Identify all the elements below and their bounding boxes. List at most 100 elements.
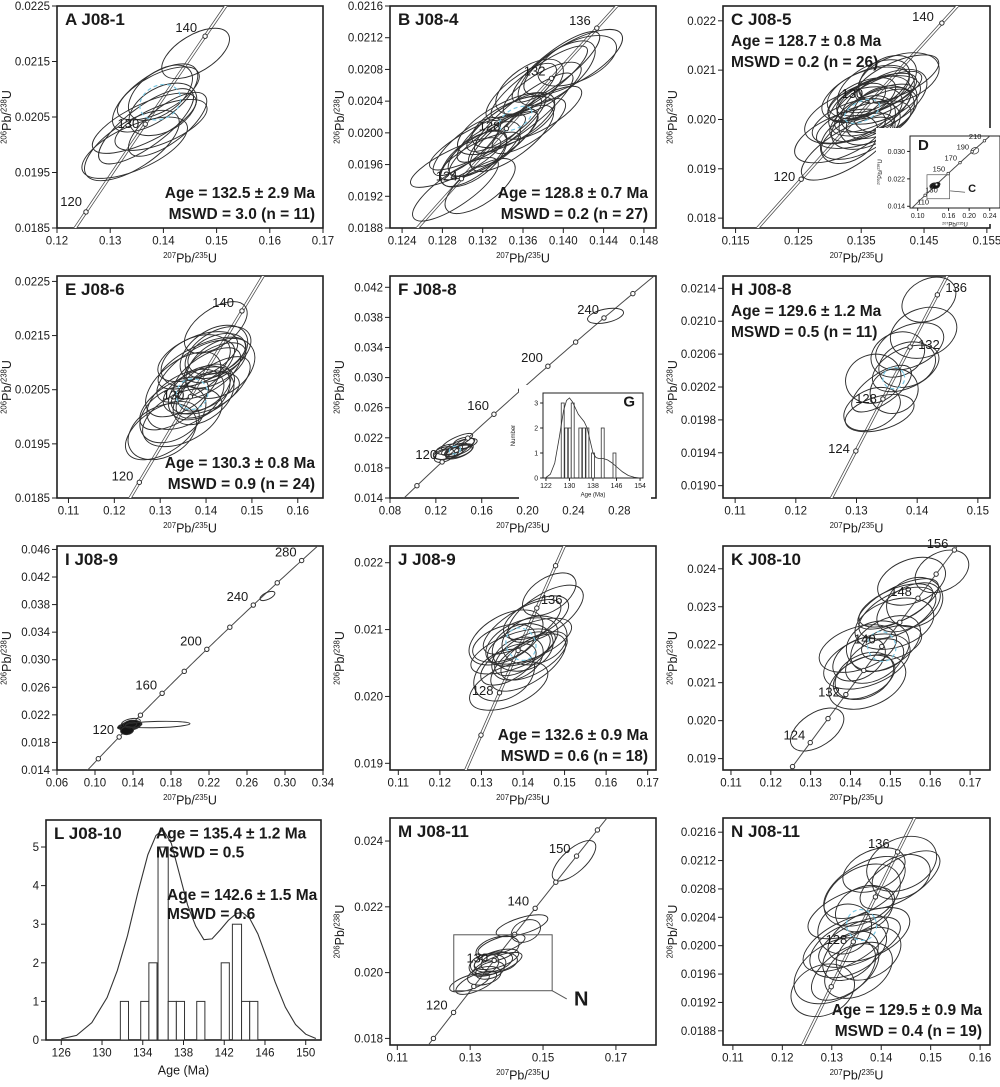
svg-text:0.026: 0.026	[21, 682, 50, 694]
svg-text:0.115: 0.115	[722, 236, 750, 248]
error-ellipses	[790, 549, 970, 752]
axes: 122 130 138 146 154 0 1 2 3 Age (Ma) Number	[511, 400, 646, 498]
svg-text:0.014: 0.014	[888, 204, 906, 211]
svg-text:207Pb/235U: 207Pb/235U	[830, 251, 884, 266]
svg-text:207Pb/235U: 207Pb/235U	[496, 1068, 550, 1083]
concordia-curve	[800, 818, 917, 1045]
error-ellipses	[81, 27, 230, 182]
svg-text:207Pb/235U: 207Pb/235U	[942, 221, 968, 228]
svg-text:128: 128	[826, 932, 848, 947]
mean-age-ellipse	[498, 105, 533, 132]
age-annotation: MSWD = 0.9 (n = 24)	[168, 476, 315, 493]
panel-C-svg: 0.115 0.125 0.135 0.145 0.155 0.018 0.019 0.020…	[665, 5, 1000, 266]
concordia-age-labels: 120 130 140	[112, 295, 234, 483]
svg-text:0.14: 0.14	[870, 1053, 893, 1065]
axes: 0.06 0.10 0.14 0.18 0.22 0.26 0.30 0.34 0.014 0.0…	[0, 544, 335, 807]
histogram-bars	[119, 846, 259, 1040]
svg-text:150: 150	[296, 1048, 315, 1060]
svg-text:0.128: 0.128	[428, 236, 457, 248]
axes: 126 130 134 138 142 146 150 0 1 2 3 4 5 Age (Ma) Numbe…	[0, 842, 315, 1078]
svg-text:0.11: 0.11	[387, 1053, 409, 1065]
mean-age-ellipse	[139, 83, 182, 121]
panel-title: B J08-4	[398, 10, 459, 29]
svg-text:206Pb/238U: 206Pb/238U	[332, 90, 347, 144]
svg-text:0.022: 0.022	[354, 433, 383, 445]
age-annotation: MSWD = 0.2 (n = 27)	[501, 206, 648, 223]
svg-text:0.022: 0.022	[687, 640, 716, 652]
svg-text:0.0225: 0.0225	[15, 1, 50, 13]
panel-title: F J08-8	[398, 280, 457, 299]
panel-B-svg: 0.124 0.128 0.132 0.136 0.140 0.144 0.148 0.018…	[332, 1, 659, 266]
svg-text:128: 128	[472, 683, 494, 698]
svg-text:140: 140	[912, 9, 934, 24]
svg-text:206Pb/238U: 206Pb/238U	[0, 90, 14, 144]
svg-text:206Pb/238U: 206Pb/238U	[332, 631, 347, 685]
panel-K-svg: 0.11 0.12 0.13 0.14 0.15 0.16 0.17 0.019 0.020 0.…	[665, 536, 991, 808]
panel-M-svg: 0.11 0.13 0.15 0.17 0.018 0.020 0.022 0.024 207P…	[332, 817, 657, 1083]
svg-text:0.148: 0.148	[630, 236, 659, 248]
svg-text:4: 4	[33, 881, 40, 893]
age-annotation: MSWD = 0.5 (n = 11)	[731, 324, 877, 341]
svg-text:Age (Ma): Age (Ma)	[581, 493, 606, 499]
age-annotation: Age = 129.5 ± 0.9 Ma	[832, 1002, 983, 1019]
svg-text:207Pb/235U: 207Pb/235U	[830, 1068, 884, 1083]
svg-text:124: 124	[784, 728, 806, 743]
svg-text:0.0195: 0.0195	[15, 168, 50, 180]
svg-text:0.026: 0.026	[354, 403, 383, 415]
panel-title: J J08-9	[398, 550, 456, 569]
age-annotation: MSWD = 0.6 (n = 18)	[501, 748, 648, 765]
svg-text:207Pb/235U: 207Pb/235U	[496, 251, 550, 266]
age-annotation: MSWD = 0.2 (n = 26)	[731, 54, 878, 71]
svg-text:0.10: 0.10	[84, 778, 106, 790]
concordia-age-markers	[798, 20, 945, 182]
axes: 0.115 0.125 0.135 0.145 0.155 0.018 0.019 0.020…	[665, 16, 1000, 266]
svg-text:0.11: 0.11	[722, 1053, 744, 1065]
concordia-curve	[128, 276, 265, 498]
axes: 0.11 0.12 0.13 0.14 0.15 0.16 0.0185 0.0195 0.02…	[0, 276, 309, 535]
svg-text:1: 1	[534, 450, 538, 457]
plot-frame	[56, 275, 324, 499]
concordia-age-markers	[430, 827, 601, 1042]
svg-text:0.0188: 0.0188	[348, 223, 383, 235]
concordia-curve	[464, 546, 567, 770]
svg-text:0.014: 0.014	[21, 765, 50, 777]
svg-text:0.17: 0.17	[605, 1053, 627, 1065]
svg-text:240: 240	[227, 589, 249, 604]
svg-text:0.0205: 0.0205	[15, 385, 50, 397]
concordia-curve	[427, 818, 608, 1045]
zoom-region-box	[926, 174, 950, 200]
svg-text:Number: Number	[511, 425, 517, 446]
svg-text:0.021: 0.021	[687, 65, 716, 77]
svg-text:0.13: 0.13	[149, 506, 171, 518]
svg-text:124: 124	[436, 169, 458, 184]
svg-text:148: 148	[890, 584, 912, 599]
svg-text:280: 280	[275, 545, 297, 560]
panel-N-concordia: 0.11 0.12 0.13 0.14 0.15 0.16 0.0188 0.0192 0.01…	[665, 812, 1000, 1087]
svg-text:0.024: 0.024	[354, 836, 383, 848]
panel-title: H J08-8	[731, 280, 791, 299]
svg-text:0.0205: 0.0205	[15, 112, 50, 124]
svg-text:136: 136	[945, 280, 967, 295]
panel-title: G	[623, 393, 635, 410]
svg-text:0.0225: 0.0225	[15, 276, 50, 288]
svg-text:0.0198: 0.0198	[681, 415, 716, 427]
svg-text:206Pb/238U: 206Pb/238U	[332, 905, 347, 959]
svg-text:136: 136	[541, 592, 563, 607]
svg-text:0.13: 0.13	[99, 236, 121, 248]
svg-text:140: 140	[175, 20, 197, 35]
svg-text:0.18: 0.18	[160, 778, 182, 790]
svg-text:0.15: 0.15	[553, 778, 575, 790]
svg-text:0.12: 0.12	[425, 506, 447, 518]
age-annotation: MSWD = 3.0 (n = 11)	[169, 206, 315, 223]
error-ellipses	[843, 276, 958, 433]
panel-K-concordia: 0.11 0.12 0.13 0.14 0.15 0.16 0.17 0.019 0.020 0.…	[665, 536, 1000, 812]
panel-M-concordia: 0.11 0.13 0.15 0.17 0.018 0.020 0.022 0.024 207P…	[332, 812, 666, 1087]
svg-text:0.15: 0.15	[205, 236, 227, 248]
concordia-age-markers	[923, 139, 987, 197]
svg-text:0.34: 0.34	[312, 778, 335, 790]
svg-text:0.0216: 0.0216	[348, 1, 383, 13]
svg-text:0.22: 0.22	[198, 778, 220, 790]
panel-H-svg: 0.11 0.12 0.13 0.14 0.15 0.0190 0.0194 0.0198 0.…	[665, 275, 991, 536]
svg-text:120: 120	[774, 169, 796, 184]
panel-B-concordia: 0.124 0.128 0.132 0.136 0.140 0.144 0.148 0.018…	[332, 0, 666, 270]
